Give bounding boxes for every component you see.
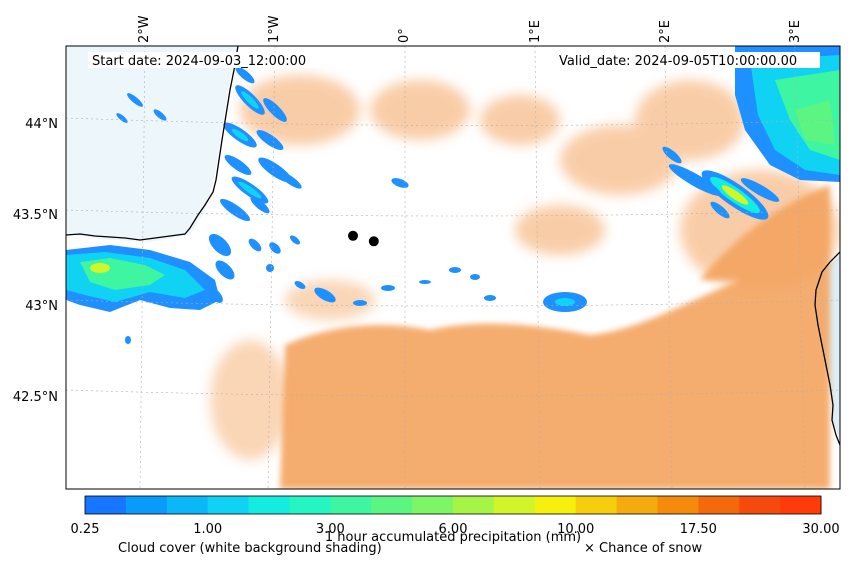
- colorbar-tick-label: 30.00: [802, 522, 839, 537]
- colorbar-segment: [493, 496, 536, 514]
- colorbar-segment: [248, 496, 290, 514]
- colorbar-ticks: 0.25 1.00 3.00 6.00 10.00 17.50 30.00: [71, 522, 840, 537]
- colorbar-tick-label: 0.25: [71, 522, 100, 537]
- valid-date-box: [556, 52, 820, 68]
- colorbar-segment: [453, 496, 495, 514]
- colorbar-segment: [534, 496, 577, 514]
- lon-label-3e: 3°E: [788, 20, 803, 43]
- colorbar-segment: [289, 496, 331, 514]
- colorbar-tick-label: 17.50: [680, 522, 717, 537]
- gridlines: [66, 46, 840, 489]
- colorbar-segment: [616, 496, 658, 514]
- lat-label-43n: 43°N: [25, 299, 58, 314]
- start-date-label: Start date: 2024-09-03_12:00:00: [92, 54, 306, 69]
- lon-label-1w: 1°W: [267, 15, 282, 43]
- longitude-labels: 2°W 1°W 0° 1°E 2°E 3°E: [137, 15, 803, 43]
- colorbar-segment: [698, 496, 740, 514]
- colorbar-segment: [207, 496, 250, 514]
- lon-label-2e: 2°E: [658, 20, 673, 43]
- colorbar-segment: [657, 496, 699, 514]
- city-marker-2: [368, 236, 379, 247]
- colorbar-segment: [575, 496, 618, 514]
- colorbar-segment: [85, 496, 127, 514]
- map-panel: Start date: 2024-09-03_12:00:00 Valid_da…: [66, 46, 840, 489]
- colorbar-segment: [371, 496, 413, 514]
- lon-label-2w: 2°W: [137, 15, 152, 43]
- precipitation-layer: [66, 46, 840, 344]
- latitude-labels: 44°N 43.5°N 43°N 42.5°N: [13, 117, 58, 405]
- city-marker-1: [348, 230, 358, 241]
- map-frame: [65, 45, 841, 490]
- colorbar-segment: [166, 496, 209, 514]
- colorbar-tick-label: 10.00: [557, 522, 594, 537]
- lat-label-43-5n: 43.5°N: [13, 208, 58, 223]
- start-date-box: [88, 52, 320, 68]
- lat-label-42-5n: 42.5°N: [13, 390, 58, 405]
- precipitation-colorbar: [85, 496, 822, 514]
- colorbar-title: 1 hour accumulated precipitation (mm): [325, 530, 581, 545]
- colorbar-segment: [739, 496, 781, 514]
- colorbar-segment: [780, 496, 822, 514]
- colorbar-tick-label: 1.00: [193, 522, 222, 537]
- cloud-cover-layer: [210, 75, 840, 489]
- colorbar-tick-label: 6.00: [439, 522, 468, 537]
- city-markers: [348, 230, 379, 247]
- colorbar-tick-label: 3.00: [316, 522, 345, 537]
- snow-legend: × Chance of snow: [584, 541, 702, 556]
- colorbar-segment: [330, 496, 372, 514]
- lon-label-0: 0°: [397, 28, 412, 43]
- coastline: [66, 46, 840, 446]
- cloud-cover-legend: Cloud cover (white background shading): [118, 541, 382, 556]
- colorbar-segment: [412, 496, 454, 514]
- valid-date-label: Valid_date: 2024-09-05T10:00:00.00: [559, 54, 797, 69]
- colorbar-segment: [125, 496, 168, 514]
- lat-label-44n: 44°N: [25, 117, 58, 132]
- lon-label-1e: 1°E: [528, 20, 543, 43]
- colorbar-frame: [84, 495, 822, 515]
